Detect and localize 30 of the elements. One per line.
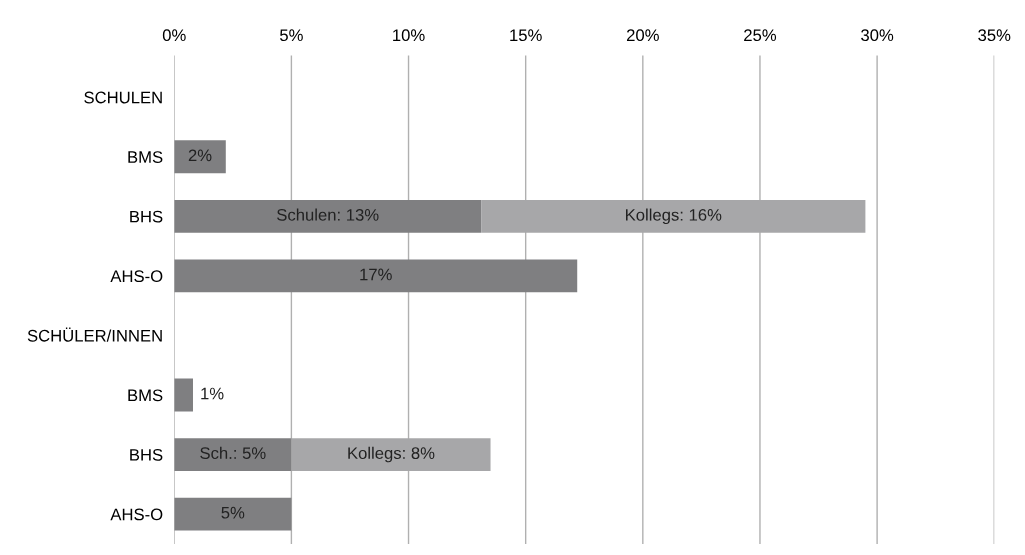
x-tick-label: 35% — [978, 29, 1011, 42]
data-label: 5% — [221, 506, 245, 519]
data-label: 17% — [360, 268, 392, 281]
bar — [174, 199, 482, 233]
x-tick-label: 15% — [510, 29, 542, 42]
x-tick-label: 5% — [280, 29, 303, 42]
bar — [174, 497, 292, 531]
x-tick-label: 20% — [626, 29, 659, 42]
data-label: 2% — [188, 149, 212, 162]
y-tick-label: SCHULEN — [84, 91, 162, 104]
y-tick-label: BMS — [128, 151, 163, 163]
data-label: Kollegs: 8% — [348, 446, 435, 463]
data-label: Sch.: 5% — [200, 446, 266, 460]
y-tick-label: SCHÜLER/INNEN — [27, 327, 162, 342]
y-tick-label: BHS — [130, 448, 163, 461]
x-tick-label: 25% — [744, 29, 777, 42]
data-label: Kollegs: 16% — [626, 208, 722, 225]
y-tick-label: BMS — [128, 389, 163, 402]
y-tick-label: BHS — [130, 210, 163, 223]
x-tick-label: 0% — [162, 29, 186, 42]
x-tick-label: 10% — [393, 29, 425, 42]
data-label: 1% — [201, 387, 224, 400]
x-tick-label: 30% — [861, 29, 894, 42]
bar — [174, 259, 578, 293]
y-tick-label: AHS-O — [110, 270, 163, 283]
y-tick-label: AHS-O — [110, 508, 163, 521]
bar — [174, 378, 193, 412]
data-label: Schulen: 13% — [277, 208, 379, 221]
bar — [174, 438, 292, 471]
bar — [174, 140, 226, 174]
